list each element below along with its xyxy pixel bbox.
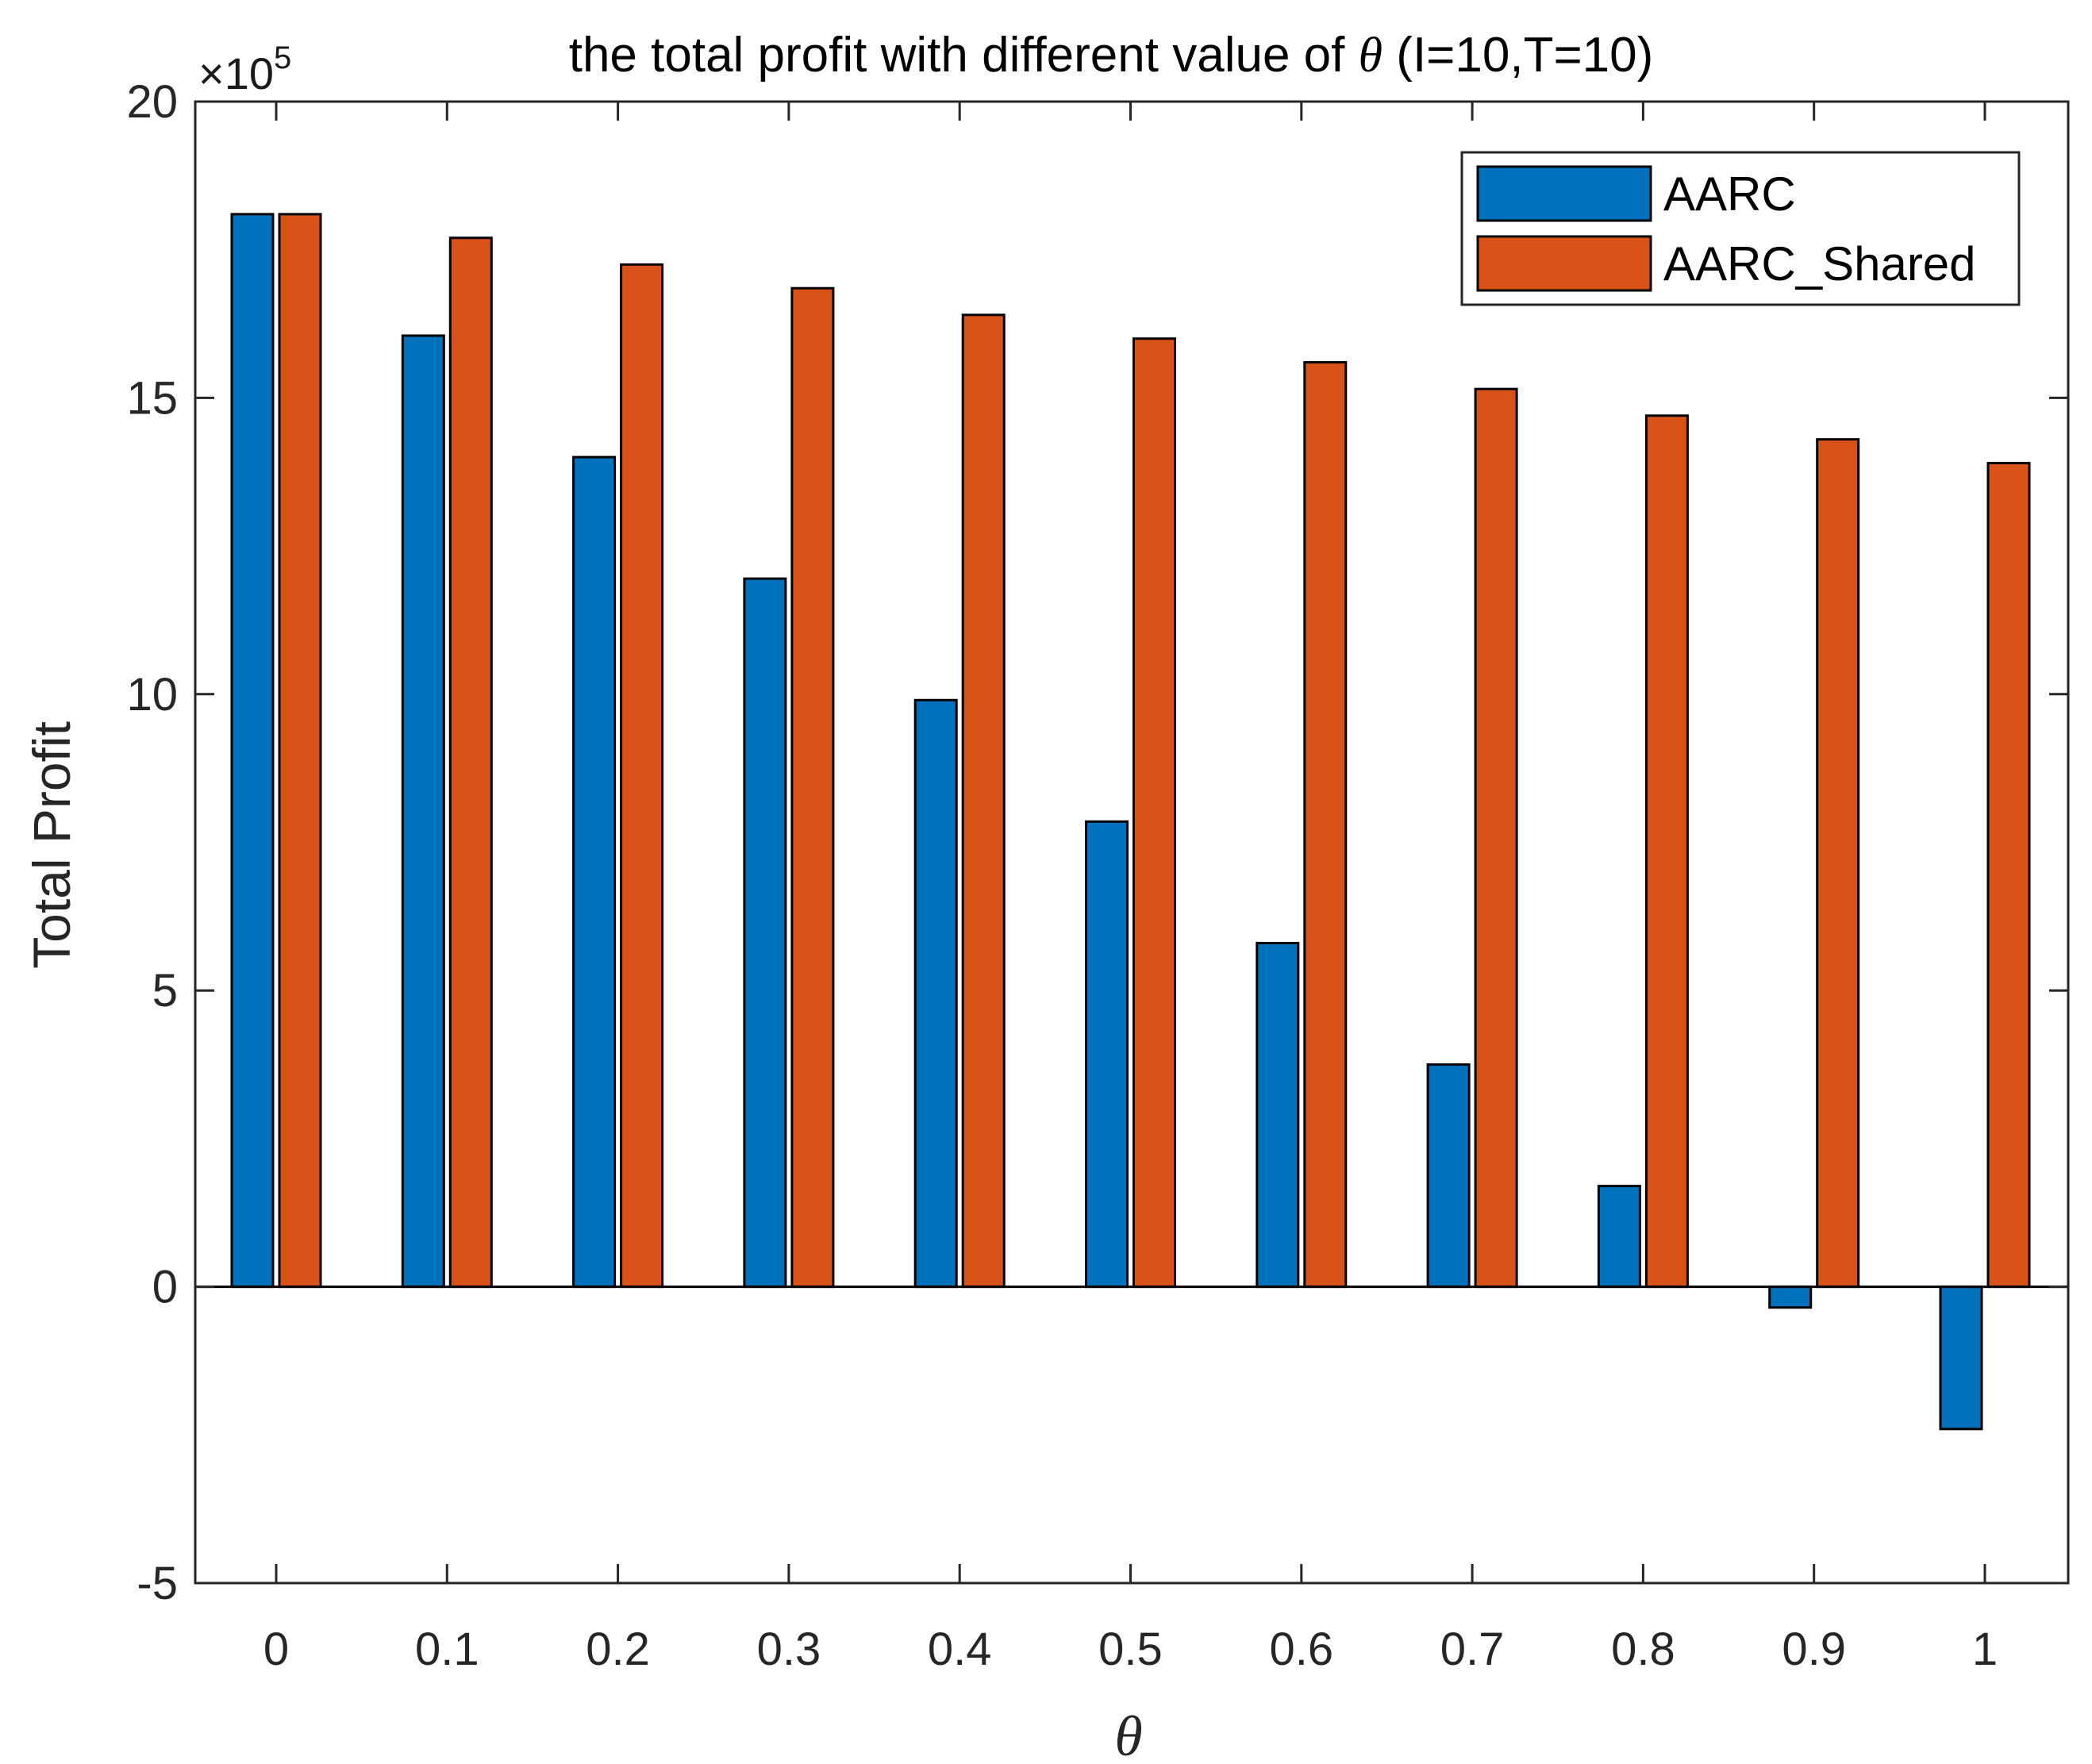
legend: AARC AARC_Shared — [1460, 151, 2021, 306]
bar-aarc-shared-0.2 — [620, 263, 664, 1289]
legend-swatch-aarc — [1476, 165, 1652, 222]
bar-layer — [230, 213, 2031, 1431]
bar-aarc-0.8 — [1597, 1185, 1641, 1289]
bar-aarc-0.9 — [1768, 1286, 1813, 1309]
bar-aarc-0.2 — [572, 455, 617, 1289]
y-tick-label: 5 — [152, 965, 178, 1017]
bar-aarc-shared-0.8 — [1644, 414, 1689, 1289]
x-tick-label: 0.5 — [1098, 1624, 1163, 1675]
bar-aarc-0.3 — [743, 577, 787, 1289]
bar-aarc-shared-1 — [1986, 462, 2031, 1289]
x-tick-label: 0 — [263, 1624, 289, 1675]
chart-title-prefix: the total profit with different value of — [569, 28, 1359, 83]
x-tick-label: 0.3 — [757, 1624, 821, 1675]
x-tick-label: 0.8 — [1611, 1624, 1675, 1675]
bar-aarc-shared-0.7 — [1474, 387, 1518, 1289]
y-axis-exponent: ×105 — [198, 40, 291, 98]
legend-label-aarc-shared: AARC_Shared — [1663, 237, 1976, 290]
y-tick-labels: -5 0 5 10 15 20 — [126, 76, 178, 1609]
bar-aarc-0.5 — [1085, 820, 1129, 1289]
bar-aarc-0.7 — [1426, 1063, 1471, 1289]
bar-aarc-0 — [230, 213, 275, 1289]
x-tick-label: 0.1 — [415, 1624, 479, 1675]
y-axis-exponent-power: 5 — [274, 40, 291, 75]
bar-aarc-shared-0.5 — [1133, 337, 1176, 1289]
bar-aarc-shared-0.3 — [790, 286, 835, 1289]
bar-aarc-shared-0.1 — [448, 236, 493, 1289]
bar-aarc-0.4 — [913, 698, 958, 1289]
y-tick-label: -5 — [137, 1558, 178, 1609]
bar-aarc-shared-0.6 — [1303, 361, 1348, 1289]
bar-aarc-shared-0.9 — [1816, 438, 1860, 1289]
y-axis-label: Total Profit — [22, 721, 81, 969]
bar-aarc-0.6 — [1256, 941, 1300, 1289]
y-tick-label: 0 — [152, 1262, 178, 1313]
x-tick-label: 0.2 — [586, 1624, 650, 1675]
x-axis-label: θ — [1114, 1704, 1142, 1764]
chart-title: the total profit with different value of… — [569, 28, 1654, 83]
plot-area-border — [194, 100, 2070, 1585]
x-tick-label: 0.4 — [928, 1624, 992, 1675]
bar-aarc-shared-0 — [278, 213, 322, 1289]
bar-aarc-shared-0.4 — [961, 313, 1006, 1289]
x-tick-labels: 0 0.1 0.2 0.3 0.4 0.5 0.6 0.7 0.8 0.9 1 — [263, 1624, 1998, 1675]
legend-swatch-aarc-shared — [1476, 235, 1652, 292]
legend-label-aarc: AARC — [1663, 167, 1796, 221]
x-tick-label: 0.6 — [1269, 1624, 1333, 1675]
y-axis-exponent-base: ×10 — [198, 48, 274, 98]
y-tick-label: 20 — [126, 76, 178, 128]
chart-title-suffix: (I=10,T=10) — [1382, 28, 1653, 83]
x-tick-label: 0.9 — [1782, 1624, 1846, 1675]
bar-aarc-0.1 — [401, 334, 445, 1289]
chart-title-symbol: θ — [1359, 29, 1382, 83]
bar-aarc-1 — [1939, 1286, 1983, 1431]
x-tick-label: 1 — [1972, 1624, 1998, 1675]
x-tick-label: 0.7 — [1440, 1624, 1505, 1675]
y-tick-label: 15 — [126, 372, 178, 424]
y-tick-label: 10 — [126, 669, 178, 721]
